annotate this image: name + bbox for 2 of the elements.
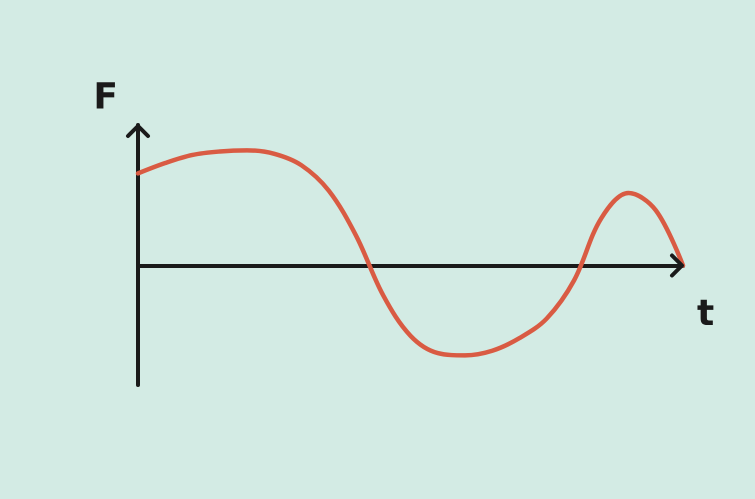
y-axis-title: F — [93, 76, 118, 118]
x-axis-title: t — [697, 293, 714, 334]
